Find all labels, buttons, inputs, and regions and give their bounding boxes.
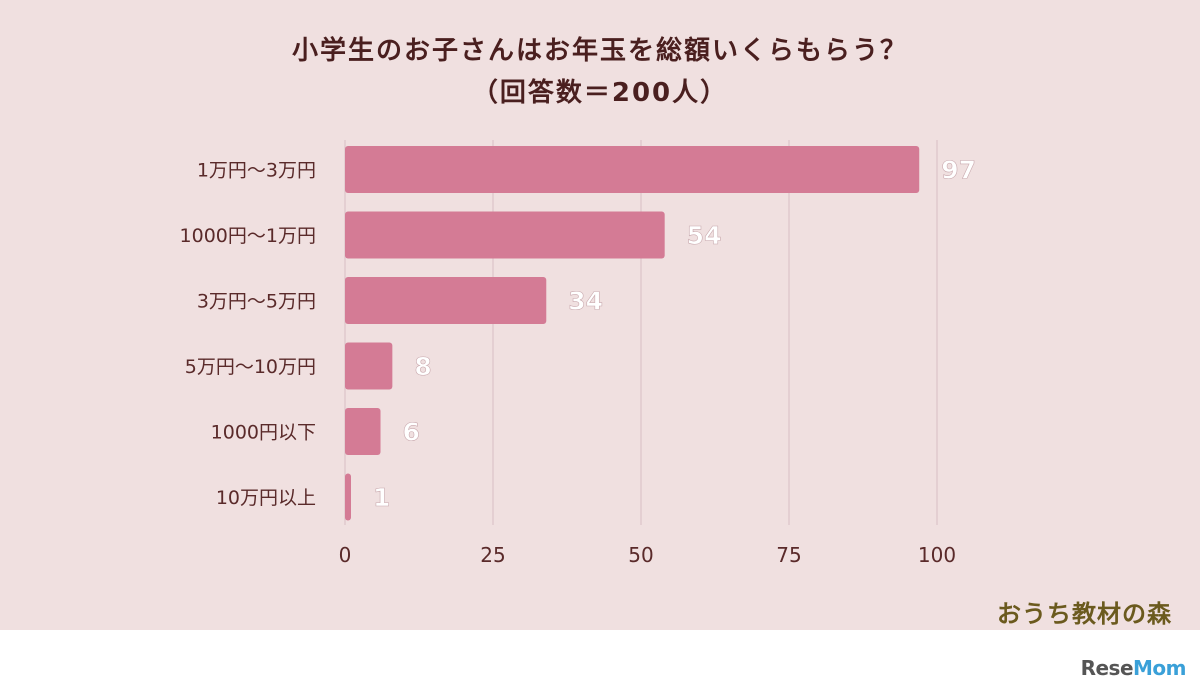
bar-chart: 0 25 50 75 100 1万円～3万円 97 1000円～1万円 54 3万円～5万円 34 5… xyxy=(180,140,976,567)
resemom-logo: ReseMom xyxy=(1080,656,1187,680)
value-label: 54 xyxy=(687,221,722,250)
bar xyxy=(345,211,665,259)
chart-panel: 小学生のお子さんはお年玉を総額いくらもらう？ （回答数＝200人） 0 25 50 7… xyxy=(0,0,1200,630)
bar xyxy=(345,473,351,521)
x-tick-label: 50 xyxy=(628,543,653,567)
value-label: 97 xyxy=(941,156,976,185)
chart-subtitle: （回答数＝200人） xyxy=(471,78,729,108)
category-label: 3万円～5万円 xyxy=(197,291,316,313)
bar xyxy=(345,408,381,455)
category-label: 10万円以上 xyxy=(216,487,316,509)
value-label: 34 xyxy=(568,287,603,316)
logo-part-rese: Rese xyxy=(1080,656,1134,680)
chart-title: 小学生のお子さんはお年玉を総額いくらもらう？ xyxy=(291,36,908,66)
x-tick-label: 100 xyxy=(918,543,956,567)
value-label: 8 xyxy=(414,352,431,381)
brand-logo: おうち教材の森 xyxy=(997,599,1172,628)
bar xyxy=(345,146,920,193)
bar xyxy=(345,342,393,390)
category-label: 1万円～3万円 xyxy=(197,160,316,182)
category-label: 1000円以下 xyxy=(211,422,316,444)
x-tick-label: 25 xyxy=(480,543,505,567)
x-tick-label: 75 xyxy=(776,543,801,567)
category-label: 5万円～10万円 xyxy=(185,356,316,378)
category-label: 1000円～1万円 xyxy=(180,225,316,247)
x-tick-label: 0 xyxy=(339,543,352,567)
value-label: 1 xyxy=(373,483,390,512)
chart-title-block: 小学生のお子さんはお年玉を総額いくらもらう？ （回答数＝200人） xyxy=(0,30,1200,114)
bar xyxy=(345,277,547,324)
logo-part-mom: Mom xyxy=(1133,656,1186,680)
value-label: 6 xyxy=(403,418,420,447)
